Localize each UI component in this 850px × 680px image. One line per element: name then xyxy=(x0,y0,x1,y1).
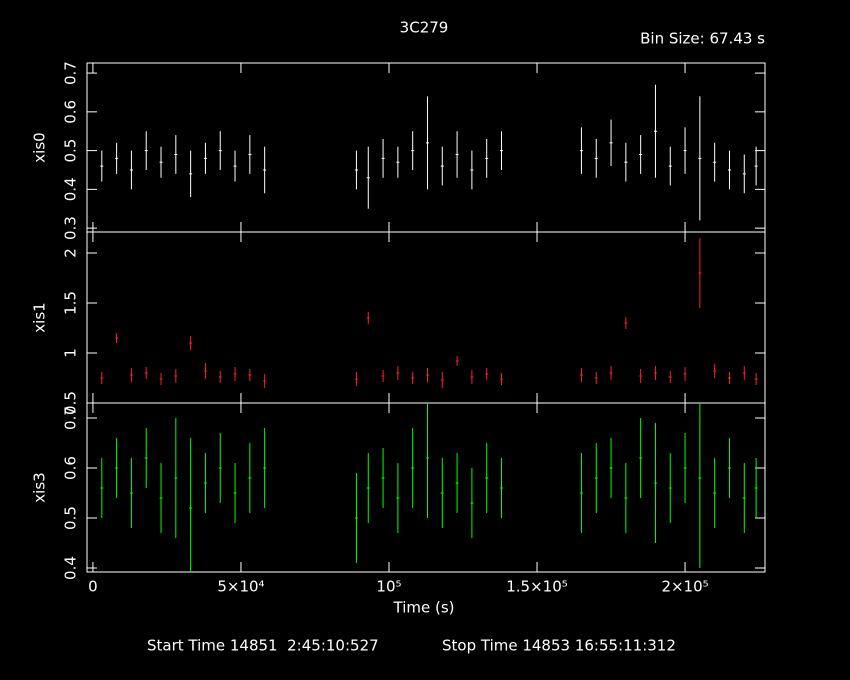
y-tick-label: 0.4 xyxy=(62,177,80,201)
chart-title: 3C279 xyxy=(400,19,449,37)
panel-frame xyxy=(86,402,766,573)
y-tick-label: 0.7 xyxy=(62,61,80,85)
y-axis-label: xis1 xyxy=(31,302,49,332)
y-tick-label: 0.3 xyxy=(62,216,80,240)
start-time: Start Time 14851 2:45:10:527 xyxy=(147,637,379,655)
series xyxy=(100,403,758,572)
panel-frame xyxy=(86,231,766,404)
x-tick-label: 5×10⁴ xyxy=(217,578,264,596)
bin-size: Bin Size: 67.43 s xyxy=(640,30,765,48)
y-tick-label: 0.7 xyxy=(62,406,80,430)
x-tick-label: 10⁵ xyxy=(376,578,401,596)
y-tick-label: 1 xyxy=(62,348,80,358)
series xyxy=(100,84,758,221)
y-tick-label: 0.6 xyxy=(62,100,80,124)
y-tick-label: 0.5 xyxy=(62,139,80,163)
y-tick-label: 0.6 xyxy=(62,456,80,480)
y-tick-label: 0.5 xyxy=(62,506,80,530)
series xyxy=(100,238,758,388)
x-tick-label: 1.5×10⁵ xyxy=(506,578,568,596)
y-axis-label: xis0 xyxy=(31,132,49,162)
stop-time: Stop Time 14853 16:55:11:312 xyxy=(442,637,676,655)
y-tick-label: 0.5 xyxy=(62,391,80,415)
y-axis-label: xis3 xyxy=(31,472,49,502)
y-tick-label: 2 xyxy=(62,248,80,258)
panel-frame xyxy=(86,62,766,233)
y-tick-label: 0.4 xyxy=(62,556,80,580)
y-tick-label: 1.5 xyxy=(62,291,80,315)
x-tick-label: 2×10⁵ xyxy=(661,578,708,596)
x-tick-label: 0 xyxy=(88,578,98,596)
x-axis-label: Time (s) xyxy=(393,599,455,617)
